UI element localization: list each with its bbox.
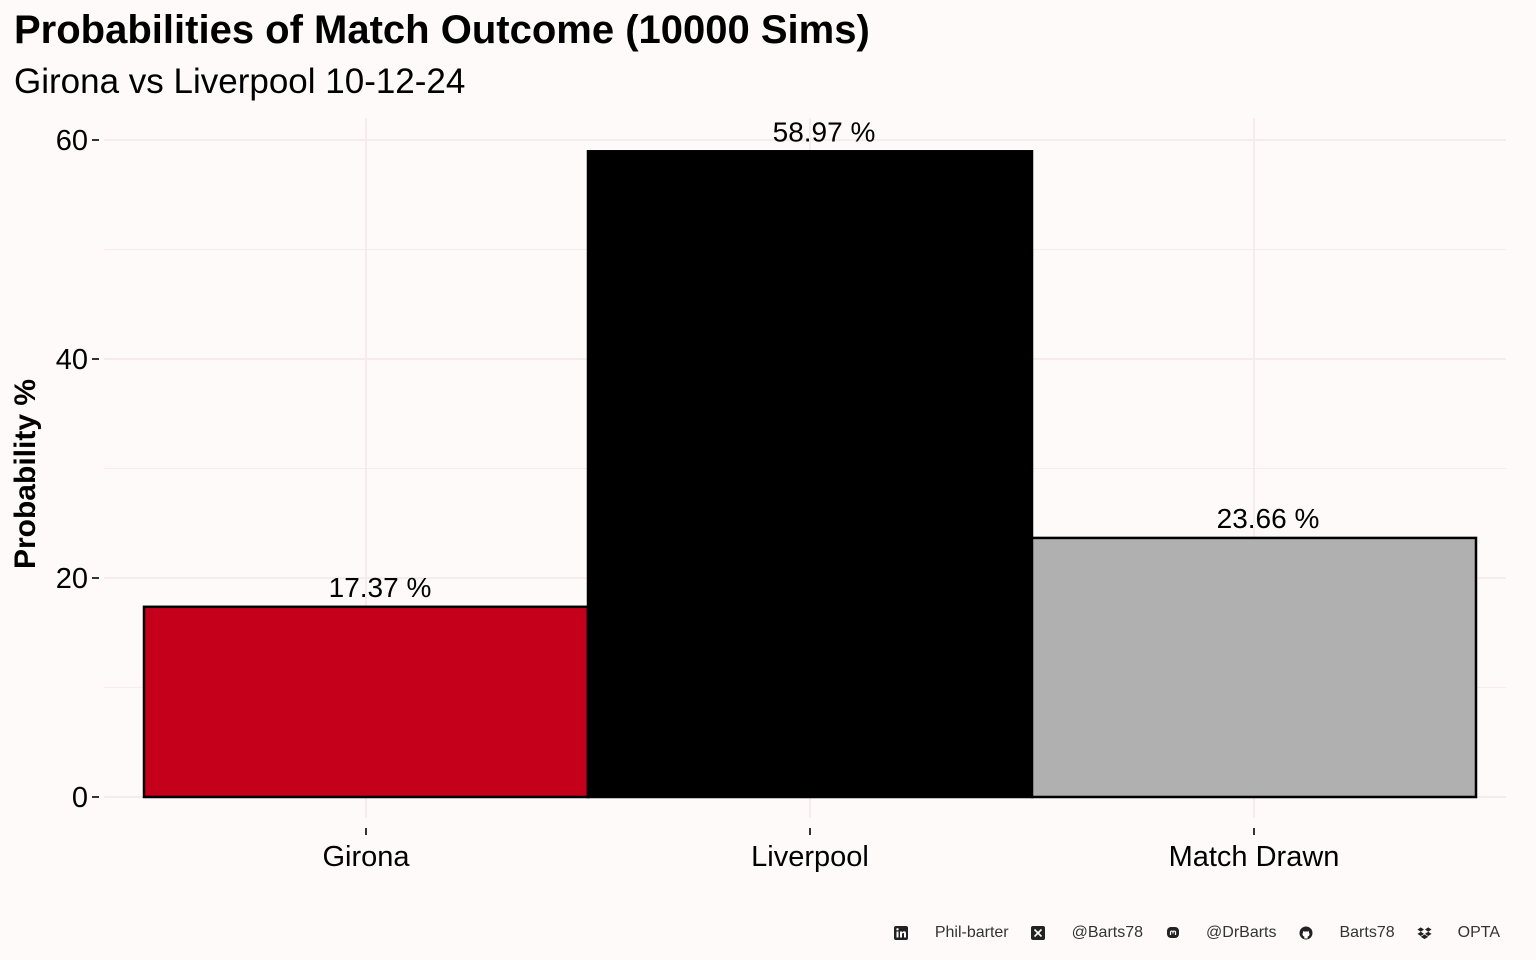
- y-tick-label: 40: [56, 344, 88, 376]
- data-label: 23.66 %: [1217, 503, 1320, 534]
- bar-girona: [142, 605, 590, 799]
- data-label: 17.37 %: [329, 572, 432, 603]
- footer-twitter-text: @Barts78: [1071, 924, 1144, 941]
- y-tick-label: 20: [56, 563, 88, 595]
- y-axis: 0 20 40 60: [56, 125, 99, 814]
- data-labels: 17.37 % 58.97 % 23.66 %: [329, 116, 1320, 603]
- y-tick-label: 0: [72, 782, 88, 814]
- x-axis: Girona Liverpool Match Drawn: [322, 828, 1339, 873]
- linkedin-icon: [894, 926, 909, 941]
- x-twitter-icon: [1031, 926, 1046, 941]
- bar-match-drawn: [1030, 536, 1478, 799]
- x-tick-label: Match Drawn: [1169, 841, 1340, 873]
- footer-source-text: OPTA: [1457, 924, 1500, 941]
- y-tick-label: 60: [56, 125, 88, 157]
- mastodon-icon: [1165, 926, 1180, 941]
- bars: [142, 150, 1478, 799]
- github-icon: [1298, 926, 1313, 941]
- data-label: 58.97 %: [773, 116, 876, 147]
- chart-title: Probabilities of Match Outcome (10000 Si…: [14, 8, 870, 52]
- credits-footer: Phil-barter @Barts78 @DrBarts Barts78 OP…: [894, 924, 1500, 942]
- x-tick-label: Liverpool: [751, 841, 869, 873]
- footer-linkedin-text: Phil-barter: [934, 924, 1009, 941]
- footer-github-text: Barts78: [1339, 924, 1395, 941]
- dropbox-icon: [1417, 926, 1432, 941]
- footer-mastodon-text: @DrBarts: [1206, 924, 1277, 941]
- x-tick-label: Girona: [322, 841, 410, 873]
- bar-liverpool: [586, 150, 1034, 799]
- chart-subtitle: Girona vs Liverpool 10-12-24: [14, 62, 466, 101]
